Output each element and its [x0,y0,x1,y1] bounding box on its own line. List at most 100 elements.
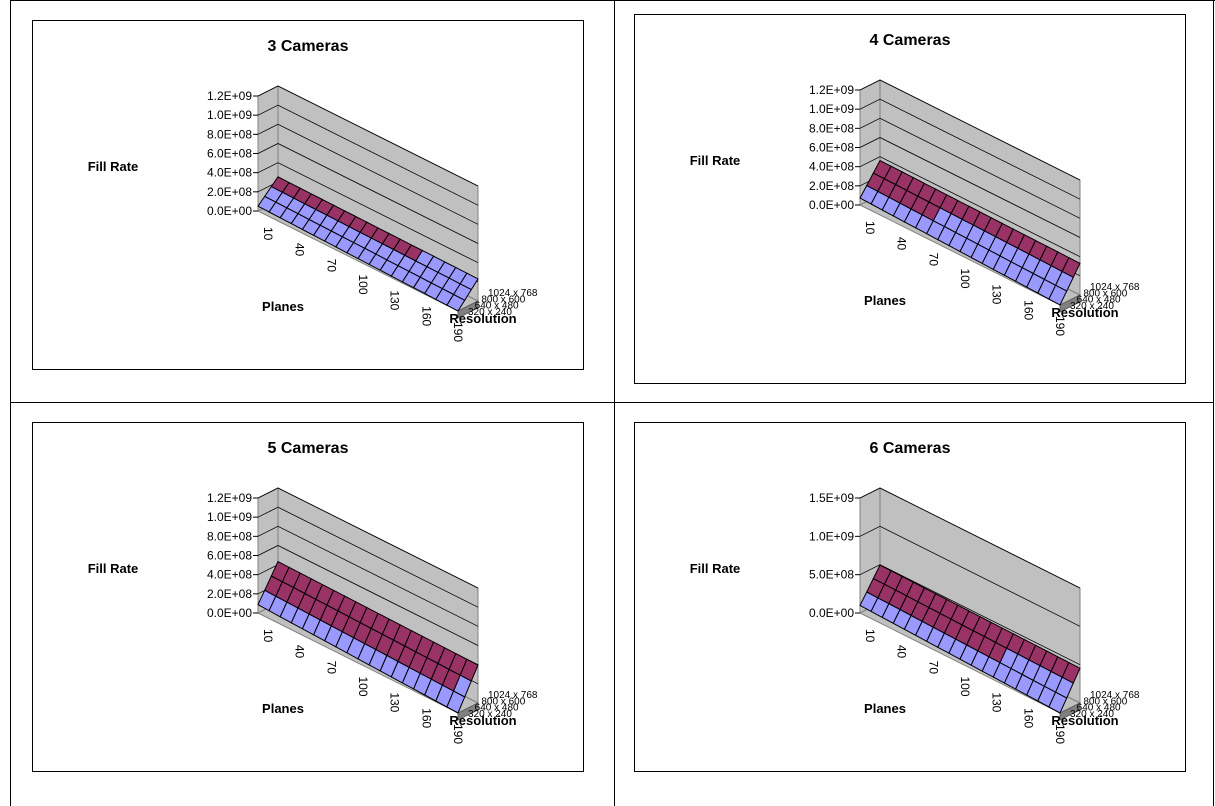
surface-cell [446,293,466,312]
floor-edge [457,702,479,721]
chart-4-cameras: 0.0E+00 2.0E+08 4.0E+08 6.0E+08 8.0E+08 1.0E+… [634,14,1186,384]
x-tick-label: 190 [451,322,465,342]
y-tick-label: 320 x 240 [1070,709,1114,720]
floor-edge [1059,294,1081,313]
x-tick-label: 10 [261,629,275,643]
y-tick-label: 640 x 480 [475,301,519,312]
x-tick-label: 40 [895,645,909,659]
grid-left-border [10,0,11,806]
z-tick-label: 8.0E+08 [809,121,854,135]
y-tick-label: 640 x 480 [1077,703,1121,714]
chart-title: 6 Cameras [870,440,951,457]
z-tick-label: 1.2E+09 [207,89,252,103]
x-tick-label: 10 [863,221,877,235]
gridline [257,545,479,646]
z-tick-label: 1.0E+09 [809,529,854,543]
gridline [257,487,479,589]
chart-6-cameras: 0.0E+00 5.0E+08 1.0E+09 1.5E+09 6 Cameras Fil… [634,422,1186,772]
floor-edge [457,300,479,319]
z-tick-label: 2.0E+08 [809,179,854,193]
x-tick-label: 100 [356,677,370,697]
gridline [257,85,479,187]
z-axis-label: Fill Rate [690,561,741,576]
x-tick-label: 130 [990,692,1004,712]
gridline [859,487,1081,589]
z-tick-label: 5.0E+08 [809,568,854,582]
z-tick-label: 6.0E+08 [207,147,252,161]
x-tick-label: 190 [1053,316,1067,336]
surface-cell [446,690,466,714]
x-tick-label: 160 [419,306,433,326]
x-tick-label: 100 [958,677,972,697]
grid-middle-horizontal [10,402,1214,403]
z-tick-label: 8.0E+08 [207,529,252,543]
x-tick-label: 130 [990,284,1004,304]
x-tick-label: 40 [895,237,909,251]
chart-5-cameras: 0.0E+00 2.0E+08 4.0E+08 6.0E+08 8.0E+08 1.0E+… [32,422,584,772]
z-tick-label: 6.0E+08 [809,141,854,155]
x-tick-label: 40 [293,243,307,257]
gridline [257,162,479,264]
y-tick-label: 640 x 480 [1077,295,1121,306]
x-tick-label: 190 [451,724,465,744]
y-tick-label: 800 x 600 [481,696,525,707]
x-axis-label: Planes [864,293,906,308]
chart-title: 4 Cameras [870,32,951,49]
z-tick-label: 4.0E+08 [809,160,854,174]
z-tick-label: 1.2E+09 [809,83,854,97]
chart-svg: 0.0E+00 2.0E+08 4.0E+08 6.0E+08 8.0E+08 1.0E+… [690,32,1140,336]
surface-cell [1048,284,1068,306]
z-tick-label: 0.0E+00 [809,198,854,212]
z-tick-label: 1.0E+09 [809,102,854,116]
y-tick-label: 320 x 240 [468,307,512,318]
y-tick-label: 800 x 600 [1083,288,1127,299]
z-tick-label: 6.0E+08 [207,549,252,563]
gridline [859,117,1081,219]
gridline [859,98,1081,200]
z-tick-label: 8.0E+08 [207,127,252,141]
y-tick-label: 1024 x 768 [1090,690,1140,701]
x-tick-label: 100 [356,275,370,295]
gridline [257,104,479,206]
x-tick-label: 100 [958,269,972,289]
chart-svg: 0.0E+00 5.0E+08 1.0E+09 1.5E+09 6 Cameras Fil… [690,440,1140,744]
x-tick-label: 190 [1053,724,1067,744]
z-tick-label: 1.0E+09 [207,510,252,524]
z-tick-label: 2.0E+08 [207,185,252,199]
z-tick-label: 4.0E+08 [207,166,252,180]
y-tick-label: 640 x 480 [475,703,519,714]
chart-title: 3 Cameras [268,38,349,55]
y-axis-label: Resolution [1051,713,1118,728]
gridline [257,506,479,608]
gridline [257,143,479,244]
x-tick-label: 10 [863,629,877,643]
gridline [859,137,1081,238]
x-tick-label: 160 [1021,708,1035,728]
x-axis-label: Planes [262,701,304,716]
z-tick-label: 1.5E+09 [809,491,854,505]
gridline [859,525,1081,627]
y-tick-label: 1024 x 768 [488,690,538,701]
y-tick-label: 1024 x 768 [488,288,538,299]
z-axis-label: Fill Rate [690,153,741,168]
z-axis-label: Fill Rate [88,159,139,174]
z-tick-label: 2.0E+08 [207,587,252,601]
grid-right-border [1213,0,1214,806]
gridline [257,123,479,225]
z-tick-label: 0.0E+00 [207,606,252,620]
grid-middle-vertical [614,0,615,806]
y-tick-label: 800 x 600 [1083,696,1127,707]
z-tick-label: 1.2E+09 [207,491,252,505]
x-tick-label: 10 [261,227,275,241]
x-tick-label: 40 [293,645,307,659]
chart-3-cameras: 0.0E+00 2.0E+08 4.0E+08 6.0E+08 8.0E+08 1.0E+… [32,20,584,370]
gridline [859,156,1081,258]
y-axis-label: Resolution [449,713,516,728]
gridline [859,79,1081,181]
y-tick-label: 800 x 600 [481,294,525,305]
gridline [257,525,479,627]
z-axis-label: Fill Rate [88,561,139,576]
chart-svg: 0.0E+00 2.0E+08 4.0E+08 6.0E+08 8.0E+08 1.0E+… [88,38,538,342]
x-tick-label: 160 [1021,300,1035,320]
x-tick-label: 70 [926,253,940,267]
